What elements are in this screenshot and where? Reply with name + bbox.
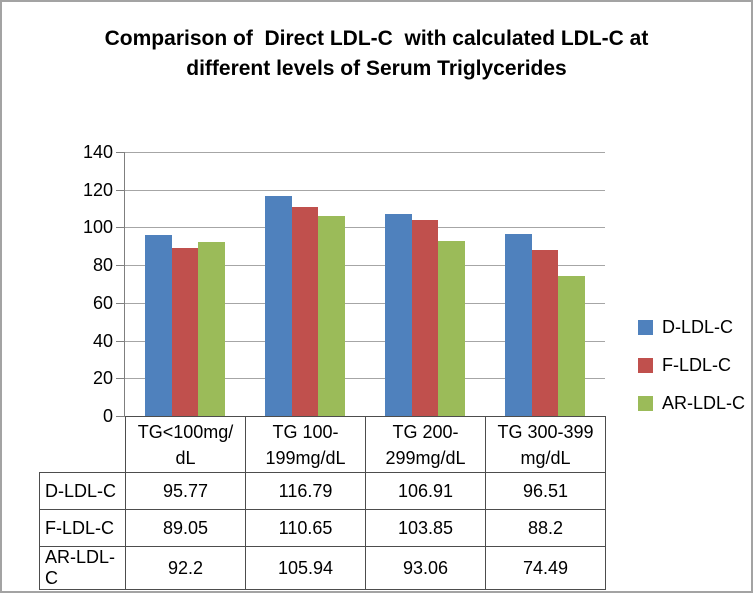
table-value-ar-ldl-c-tg-100-199mg-dl: 105.94: [245, 546, 366, 590]
table-value-d-ldl-c-tg-100-199mg-dl: 116.79: [245, 472, 366, 510]
table-value-d-ldl-c-tg-300-399-mg-dl: 96.51: [485, 472, 606, 510]
legend-key-d-ldl-c: [638, 319, 653, 335]
legend-label: AR-LDL-C: [662, 392, 746, 413]
y-axis-tick-label: 80: [92, 255, 113, 276]
y-axis-tick: [116, 227, 124, 229]
table-value-ar-ldl-c-tg-200-299mg-dl: 93.06: [365, 546, 486, 590]
table-header-cell-tg-100mg-dl: TG<100mg/ dL: [125, 416, 246, 473]
legend-label: F-LDL-C: [662, 354, 732, 375]
y-axis-tick-label: 0: [102, 406, 113, 426]
bar-ar-ldl-c-tg-200-299mg-dl: [438, 240, 465, 416]
bar-ar-ldl-c-tg-300-399-mg-dl: [558, 275, 585, 416]
y-axis-tick-label: 120: [82, 179, 113, 200]
table-value-f-ldl-c-tg-200-299mg-dl: 103.85: [365, 509, 486, 547]
legend-item-d-ldl-c: D-LDL-C: [638, 308, 745, 346]
table-value-ar-ldl-c-tg-300-399-mg-dl: 74.49: [485, 546, 606, 590]
table-header-row: TG<100mg/ dL TG 100- 199mg/dL TG 200- 299m…: [40, 416, 606, 473]
gridline: [125, 302, 605, 304]
bar-f-ldl-c-tg-100-199mg-dl: [291, 207, 319, 416]
table-header-cell-tg-100-199mg-dl: TG 100- 199mg/dL: [245, 416, 366, 473]
y-axis-line: [124, 152, 125, 416]
y-axis-tick-label: 140: [82, 142, 113, 162]
gridline: [125, 152, 605, 153]
table-row-f-ldl-c: F-LDL-C 89.05 110.65 103.85 88.2: [39, 509, 606, 547]
table-row-label-d-ldl-c: D-LDL-C: [39, 472, 126, 510]
table-value-f-ldl-c-tg-300-399-mg-dl: 88.2: [485, 509, 606, 547]
legend-item-ar-ldl-c: AR-LDL-C: [638, 384, 745, 422]
bar-d-ldl-c-tg-100-199mg-dl: [265, 195, 292, 416]
table-corner-blank: [40, 417, 126, 473]
y-axis-tick-label: 20: [92, 368, 113, 389]
y-axis-tick: [116, 189, 124, 191]
y-axis-tick: [116, 302, 124, 304]
y-axis-tick: [116, 340, 124, 342]
bar-d-ldl-c-tg-100mg-dl: [145, 235, 172, 416]
table-value-f-ldl-c-tg-100mg-dl: 89.05: [125, 509, 246, 547]
bar-f-ldl-c-tg-200-299mg-dl: [411, 220, 439, 416]
table-header-cell-tg-200-299mg-dl: TG 200- 299mg/dL: [365, 416, 486, 473]
legend: D-LDL-C F-LDL-C AR-LDL-C: [638, 308, 745, 422]
bar-f-ldl-c-tg-300-399-mg-dl: [531, 249, 559, 416]
table-row-label-ar-ldl-c: AR-LDL-C: [39, 546, 126, 590]
table-row-label-f-ldl-c: F-LDL-C: [39, 509, 126, 547]
chart-title: Comparison of Direct LDL-C with calculat…: [104, 27, 649, 80]
table-value-f-ldl-c-tg-100-199mg-dl: 110.65: [245, 509, 366, 547]
bar-f-ldl-c-tg-100mg-dl: [171, 248, 199, 416]
table-row-d-ldl-c: D-LDL-C 95.77 116.79 106.91 96.51: [39, 472, 606, 510]
y-axis-tick-label: 100: [82, 217, 113, 238]
table-value-d-ldl-c-tg-200-299mg-dl: 106.91: [365, 472, 486, 510]
bar-ar-ldl-c-tg-100-199mg-dl: [318, 216, 345, 416]
bar-ar-ldl-c-tg-100mg-dl: [198, 242, 225, 416]
legend-label: D-LDL-C: [662, 316, 734, 337]
plot-area: [116, 152, 605, 417]
y-axis-tick-label: 40: [92, 330, 113, 351]
legend-key-ar-ldl-c: [638, 395, 653, 411]
table-row-ar-ldl-c: AR-LDL-C 92.2 105.94 93.06 74.49: [39, 546, 606, 590]
y-axis-tick-label: 60: [92, 292, 113, 313]
legend-item-f-ldl-c: F-LDL-C: [638, 346, 745, 384]
y-axis-tick: [116, 416, 124, 417]
y-axis-tick: [116, 378, 124, 380]
table-value-ar-ldl-c-tg-100mg-dl: 92.2: [125, 546, 246, 590]
gridline: [125, 378, 605, 380]
y-axis-tick: [116, 152, 124, 153]
gridline: [125, 265, 605, 267]
table-header-cell-tg-300-399-mg-dl: TG 300-399 mg/dL: [485, 416, 606, 473]
gridline: [125, 340, 605, 342]
bar-d-ldl-c-tg-200-299mg-dl: [385, 214, 412, 416]
data-table: TG<100mg/ dL TG 100- 199mg/dL TG 200- 299m…: [39, 416, 606, 590]
gridline: [125, 227, 605, 229]
y-axis-tick: [116, 265, 124, 267]
bar-d-ldl-c-tg-300-399-mg-dl: [505, 234, 532, 416]
legend-key-f-ldl-c: [638, 357, 653, 373]
table-value-d-ldl-c-tg-100mg-dl: 95.77: [125, 472, 246, 510]
gridline: [125, 189, 605, 191]
